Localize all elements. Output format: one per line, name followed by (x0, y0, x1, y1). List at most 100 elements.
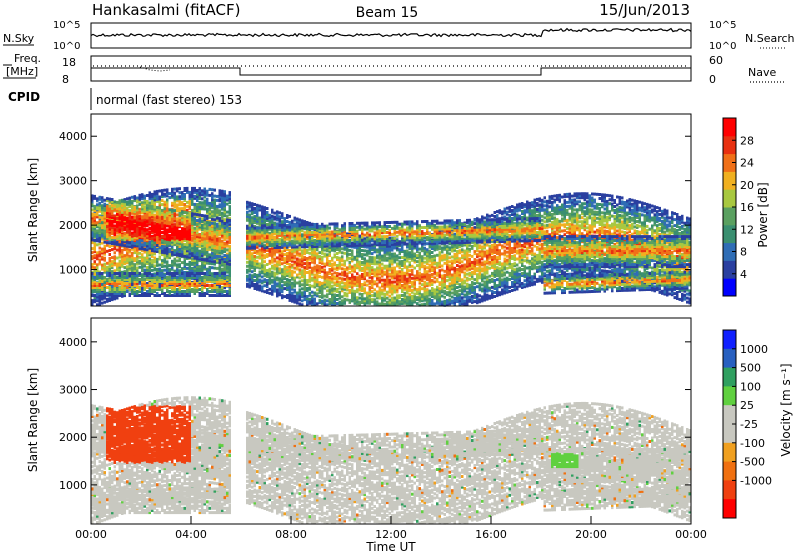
power-cell (106, 250, 109, 253)
power-cell (269, 260, 272, 263)
power-cell (119, 207, 122, 210)
power-cell (304, 239, 307, 242)
power-heatmap-cells (91, 187, 691, 307)
power-cell (299, 246, 302, 249)
power-cell (104, 207, 107, 210)
power-cell (251, 270, 254, 273)
power-cell (314, 292, 317, 295)
power-cell (306, 295, 309, 298)
power-cell (294, 277, 297, 280)
noise-right-label: N.Search (745, 32, 795, 45)
power-cell (284, 253, 287, 256)
power-cell (149, 217, 152, 220)
power-cell (179, 269, 182, 272)
power-cell (201, 220, 204, 223)
power-cell (166, 212, 169, 215)
power-cell (144, 269, 147, 272)
power-cell (319, 241, 322, 244)
power-cell (109, 253, 112, 256)
power-cell (329, 231, 332, 234)
power-cell (116, 263, 119, 266)
power-cell (201, 224, 204, 227)
power-cell (326, 225, 329, 228)
power-cell (194, 217, 197, 220)
power-cell (256, 243, 259, 246)
power-cell (226, 203, 229, 206)
power-cell (156, 258, 159, 261)
power-cell (156, 206, 159, 209)
power-cell (111, 204, 114, 207)
power-cell (131, 216, 134, 219)
power-cell (311, 223, 314, 226)
power-cell (261, 224, 264, 227)
power-cell (249, 210, 252, 213)
power-cell (149, 257, 152, 260)
power-cell (224, 254, 227, 257)
power-cell (286, 226, 289, 229)
power-cell (119, 199, 122, 202)
power-cell (126, 201, 129, 204)
power-cell (164, 221, 167, 224)
power-cell (196, 219, 199, 222)
power-cell (181, 240, 184, 243)
power-cell (276, 288, 279, 291)
power-cell (166, 188, 169, 191)
power-cell (171, 251, 174, 254)
power-cell (174, 241, 177, 244)
power-cell (181, 290, 184, 293)
power-cell (139, 294, 142, 297)
power-cell (229, 205, 232, 208)
power-cell (269, 234, 272, 237)
power-cell (116, 217, 119, 220)
power-cell (179, 212, 182, 215)
power-cell (124, 244, 127, 247)
power-cell (109, 272, 112, 275)
power-cell (334, 287, 337, 290)
power-cell (299, 218, 302, 221)
power-cell (326, 253, 329, 256)
power-cell (144, 257, 147, 260)
power-cell (214, 278, 217, 281)
power-cell (139, 252, 142, 255)
power-cell (114, 208, 117, 211)
power-cell (279, 267, 282, 270)
noise-tick-bottom-right: 10^0 (709, 41, 736, 52)
power-cell (176, 203, 179, 206)
power-cell (209, 221, 212, 224)
power-cell (201, 217, 204, 220)
power-cell (271, 236, 274, 239)
power-cell (189, 212, 192, 215)
power-cell (101, 196, 104, 199)
power-cell (154, 246, 157, 249)
power-cell (291, 224, 294, 227)
power-cell (291, 240, 294, 243)
power-cell (214, 199, 217, 202)
power-cell (146, 204, 149, 207)
power-cell (299, 280, 302, 283)
power-cell (276, 276, 279, 279)
power-cell (146, 284, 149, 287)
power-cell (94, 213, 97, 216)
power-cell (181, 210, 184, 213)
power-cell (294, 224, 297, 227)
power-cell (261, 285, 264, 288)
cpid-row: CPID normal (fast stereo) 153 (8, 88, 242, 110)
power-cell (336, 298, 339, 301)
power-cell (246, 211, 249, 214)
power-cell (111, 236, 114, 239)
power-cell (106, 286, 109, 289)
power-cell (141, 243, 144, 246)
power-cell (216, 286, 219, 289)
power-cell (336, 256, 339, 259)
power-cell (111, 256, 114, 259)
power-cell (99, 196, 102, 199)
power-cell (109, 245, 112, 248)
power-cell (119, 211, 122, 214)
power-cell (126, 207, 129, 210)
power-cell (256, 233, 259, 236)
power-cell (229, 233, 232, 236)
power-cell (311, 291, 314, 294)
power-cell (316, 288, 319, 291)
power-cell (176, 187, 179, 190)
power-cell (161, 231, 164, 234)
